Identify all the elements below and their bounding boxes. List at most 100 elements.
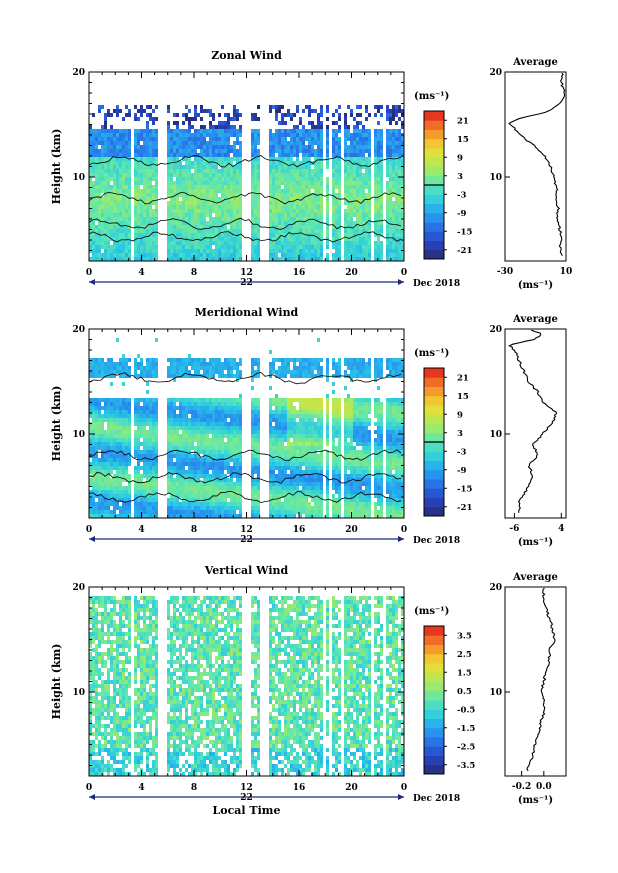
heatmap-cell bbox=[362, 133, 365, 137]
heatmap-cell bbox=[308, 237, 311, 241]
heatmap-cell bbox=[146, 165, 149, 169]
heatmap-cell bbox=[206, 478, 209, 482]
heatmap-cell bbox=[155, 358, 158, 362]
heatmap-cell bbox=[128, 213, 131, 217]
heatmap-cell bbox=[215, 450, 218, 454]
heatmap-cell bbox=[401, 153, 404, 157]
heatmap-cell bbox=[194, 257, 197, 261]
heatmap-cell bbox=[314, 149, 317, 153]
heatmap-cell bbox=[200, 426, 203, 430]
heatmap-cell bbox=[206, 510, 209, 514]
heatmap-cell bbox=[119, 402, 122, 406]
heatmap-cell bbox=[191, 358, 194, 362]
heatmap-cell bbox=[185, 105, 188, 109]
heatmap-cell bbox=[236, 109, 239, 113]
heatmap-cell bbox=[320, 201, 323, 205]
heatmap-cell bbox=[116, 245, 119, 249]
heatmap-cell bbox=[182, 422, 185, 426]
heatmap-cell bbox=[179, 189, 182, 193]
heatmap-cell bbox=[392, 209, 395, 213]
heatmap-cell bbox=[89, 410, 92, 414]
heatmap-cell bbox=[194, 177, 197, 181]
heatmap-cell bbox=[104, 237, 107, 241]
heatmap-cell bbox=[251, 370, 254, 374]
heatmap-cell bbox=[299, 213, 302, 217]
heatmap-cell bbox=[209, 510, 212, 514]
heatmap-cell bbox=[308, 205, 311, 209]
heatmap-cell bbox=[122, 245, 125, 249]
heatmap-cell bbox=[170, 458, 173, 462]
heatmap-cell bbox=[128, 358, 131, 362]
heatmap-cell bbox=[185, 141, 188, 145]
heatmap-cell bbox=[332, 177, 335, 181]
heatmap-cell bbox=[221, 486, 224, 490]
heatmap-cell bbox=[365, 173, 368, 177]
heatmap-cell bbox=[302, 221, 305, 225]
heatmap-cell bbox=[368, 205, 371, 209]
heatmap-cell bbox=[272, 133, 275, 137]
heatmap-cell bbox=[362, 253, 365, 257]
heatmap-cell bbox=[293, 217, 296, 221]
heatmap-cell bbox=[239, 237, 242, 241]
heatmap-cell bbox=[119, 434, 122, 438]
heatmap-cell bbox=[197, 133, 200, 137]
heatmap-cell bbox=[194, 398, 197, 402]
heatmap-cell bbox=[134, 117, 137, 121]
heatmap-cell bbox=[119, 157, 122, 161]
heatmap-cell bbox=[212, 406, 215, 410]
heatmap-cell bbox=[191, 510, 194, 514]
heatmap-cell bbox=[230, 129, 233, 133]
heatmap-cell bbox=[374, 249, 377, 253]
heatmap-cell bbox=[395, 169, 398, 173]
heatmap-cell bbox=[104, 217, 107, 221]
heatmap-cell bbox=[125, 241, 128, 245]
heatmap-cell bbox=[155, 157, 158, 161]
heatmap-cell bbox=[128, 221, 131, 225]
heatmap-cell bbox=[212, 442, 215, 446]
heatmap-cell bbox=[170, 229, 173, 233]
heatmap-cell bbox=[104, 185, 107, 189]
heatmap-cell bbox=[140, 422, 143, 426]
heatmap-cell bbox=[140, 418, 143, 422]
heatmap-cell bbox=[122, 257, 125, 261]
heatmap-cell bbox=[188, 446, 191, 450]
heatmap-cell bbox=[155, 422, 158, 426]
heatmap-cell bbox=[209, 374, 212, 378]
heatmap-cell bbox=[221, 514, 224, 518]
heatmap-cell bbox=[206, 414, 209, 418]
heatmap-cell bbox=[344, 213, 347, 217]
heatmap-cell bbox=[173, 221, 176, 225]
heatmap-cell bbox=[191, 189, 194, 193]
heatmap-cell bbox=[101, 245, 104, 249]
heatmap-cell bbox=[197, 241, 200, 245]
colorbar-segment bbox=[424, 203, 444, 214]
heatmap-cell bbox=[380, 133, 383, 137]
heatmap-cell bbox=[203, 145, 206, 149]
heatmap-cell bbox=[350, 221, 353, 225]
heatmap-cell bbox=[197, 370, 200, 374]
heatmap-cell bbox=[221, 253, 224, 257]
heatmap-cell bbox=[386, 109, 389, 113]
heatmap-cell bbox=[353, 213, 356, 217]
heatmap-cell bbox=[149, 498, 152, 502]
heatmap-cell bbox=[239, 133, 242, 137]
heatmap-cell bbox=[308, 209, 311, 213]
heatmap-cell bbox=[311, 185, 314, 189]
heatmap-cell bbox=[365, 257, 368, 261]
heatmap-cell bbox=[338, 181, 341, 185]
heatmap-cell bbox=[218, 414, 221, 418]
heatmap-cell bbox=[215, 241, 218, 245]
heatmap-cell bbox=[239, 466, 242, 470]
heatmap-cell bbox=[170, 514, 173, 518]
heatmap-cell bbox=[110, 213, 113, 217]
heatmap-cell bbox=[134, 358, 137, 362]
heatmap-cell bbox=[110, 494, 113, 498]
heatmap-cell bbox=[149, 141, 152, 145]
heatmap-cell bbox=[227, 241, 230, 245]
heatmap-cell bbox=[140, 145, 143, 149]
heatmap-cell bbox=[113, 446, 116, 450]
heatmap-cell bbox=[95, 233, 98, 237]
heatmap-cell bbox=[143, 418, 146, 422]
heatmap-cell bbox=[386, 117, 389, 121]
heatmap-cell bbox=[95, 149, 98, 153]
